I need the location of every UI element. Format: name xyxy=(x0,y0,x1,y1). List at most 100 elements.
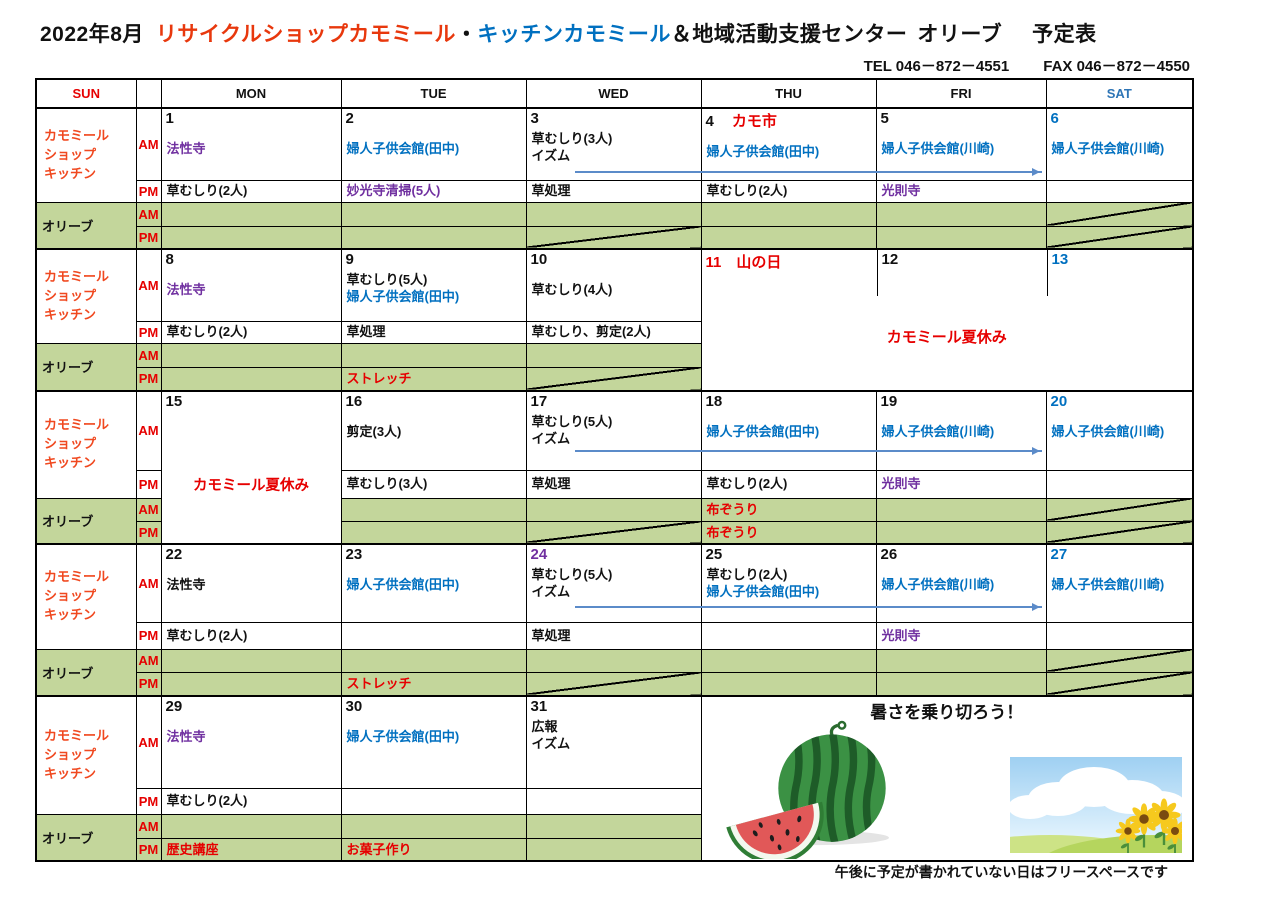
schedule-entry: お菓子作り xyxy=(346,841,412,857)
olive-slot-cell xyxy=(340,225,527,250)
schedule-entry: イズム xyxy=(531,148,571,164)
am-label: AM xyxy=(135,813,162,839)
row-label-olive: オリーブ xyxy=(35,342,137,392)
calendar-day-cell: 16 剪定(3人) xyxy=(340,390,527,471)
schedule-entry: 婦人子供会館(川崎) xyxy=(881,141,995,156)
schedule-entry: 草むしり(2人) xyxy=(706,567,788,582)
footer-note: 午後に予定が書かれていない日はフリースペースです xyxy=(834,864,1168,880)
olive-slot-cell xyxy=(340,342,527,368)
calendar-slot-cell: 草処理 xyxy=(340,320,527,344)
continuation-arrow xyxy=(575,447,1042,455)
am-label: AM xyxy=(135,390,162,471)
am-label: AM xyxy=(135,248,162,322)
schedule-entry: 歴史講座 xyxy=(166,841,219,857)
pm-label: PM xyxy=(135,837,162,862)
calendar-slot-cell xyxy=(1045,179,1194,203)
schedule-entry: 草むしり(2人) xyxy=(166,627,248,643)
schedule-entry: 法性寺 xyxy=(166,282,206,297)
date-number: 6 xyxy=(1050,110,1059,127)
calendar-slot-cell: 草むしり(2人) xyxy=(160,179,342,203)
schedule-entry: 草むしり(2人) xyxy=(166,183,248,199)
page-title: 2022年8月 リサイクルショップカモミール・キッチンカモミール＆地域活動支援セン… xyxy=(40,18,1097,48)
schedule-calendar: SUN MON TUE WED THU FRI SAT カモミール ショップ キッチン AM 1 法性寺… xyxy=(35,78,1194,862)
olive-slot-cell xyxy=(160,648,342,673)
calendar-slot-cell: 草むしり(2人) xyxy=(160,621,342,650)
am-label: AM xyxy=(135,201,162,227)
title-doc-type: 予定表 xyxy=(1032,23,1097,46)
schedule-entry: 婦人子供会館(田中) xyxy=(346,729,460,744)
calendar-day-cell: 26 婦人子供会館(川崎) xyxy=(875,543,1047,623)
title-center-name: ＆地域活動支援センター xyxy=(670,23,908,46)
calendar-slot-cell: 光則寺 xyxy=(875,469,1047,499)
schedule-entry: 草むしり(2人) xyxy=(166,793,248,809)
schedule-entry: 草むしり、剪定(2人) xyxy=(531,324,651,340)
weekday-header-spacer xyxy=(135,78,162,109)
calendar-slot-cell xyxy=(700,621,877,650)
schedule-entry: 草むしり(3人) xyxy=(531,131,613,146)
schedule-entry: ストレッチ xyxy=(346,676,412,692)
continuation-arrow xyxy=(575,603,1042,611)
pm-label: PM xyxy=(135,179,162,203)
calendar-slot-cell: 妙光寺清掃(5人) xyxy=(340,179,527,203)
calendar-slot-cell: 草処理 xyxy=(525,469,702,499)
calendar-day-cell: 2 婦人子供会館(田中) xyxy=(340,107,527,181)
olive-slot-cell xyxy=(1045,497,1194,522)
schedule-entry: 婦人子供会館(田中) xyxy=(346,577,460,592)
schedule-entry: 婦人子供会館(田中) xyxy=(706,584,820,600)
calendar-slot-cell xyxy=(340,621,527,650)
date-number: 30 xyxy=(345,698,363,715)
pm-label: PM xyxy=(135,225,162,250)
calendar-day-cell: 22 法性寺 xyxy=(160,543,342,623)
weekday-header-fri: FRI xyxy=(875,78,1047,109)
am-label: AM xyxy=(135,497,162,522)
olive-slot-cell xyxy=(160,671,342,697)
date-number: 9 xyxy=(345,251,354,268)
olive-slot-cell xyxy=(1045,648,1194,673)
olive-slot-cell xyxy=(1045,225,1194,250)
calendar-day-cell: 10 草むしり(4人) xyxy=(525,248,702,322)
calendar-slot-cell: 草むしり(2人) xyxy=(700,179,877,203)
contact-info: TEL 046－872－4551 FAX 046－872－4550 xyxy=(864,55,1190,76)
date-number: 11 山の日 xyxy=(705,254,782,271)
olive-slot-cell xyxy=(525,671,702,697)
calendar-slot-cell: 光則寺 xyxy=(875,179,1047,203)
date-number: 23 xyxy=(345,546,363,563)
calendar-day-cell: 6 婦人子供会館(川崎) xyxy=(1045,107,1194,181)
olive-slot-cell xyxy=(1045,671,1194,697)
calendar-slot-cell xyxy=(340,787,527,815)
olive-slot-cell: 布ぞうり xyxy=(700,520,877,545)
olive-slot-cell xyxy=(1045,201,1194,227)
title-separator: ・ xyxy=(455,23,478,46)
vacation-note: カモミール夏休み xyxy=(193,478,309,494)
weekday-header-tue: TUE xyxy=(340,78,527,109)
calendar-slot-cell: 草むしり、剪定(2人) xyxy=(525,320,702,344)
olive-slot-cell xyxy=(875,671,1047,697)
schedule-entry: 婦人子供会館(川崎) xyxy=(1051,577,1165,592)
calendar-slot-cell xyxy=(1045,469,1194,499)
calendar-slot-cell: 草処理 xyxy=(525,179,702,203)
calendar-slot-cell xyxy=(1045,621,1194,650)
row-label-olive: オリーブ xyxy=(35,497,137,545)
olive-slot-cell xyxy=(875,648,1047,673)
schedule-entry: 布ぞうり xyxy=(706,501,759,517)
weekday-header-thu: THU xyxy=(700,78,877,109)
schedule-entry: 草むしり(2人) xyxy=(166,324,248,340)
olive-slot-cell xyxy=(160,813,342,839)
schedule-entry: 草むしり(5人) xyxy=(346,272,428,287)
olive-slot-cell xyxy=(160,225,342,250)
calendar-day-cell: 23 婦人子供会館(田中) xyxy=(340,543,527,623)
date-number: 31 xyxy=(530,698,548,715)
pm-label: PM xyxy=(135,621,162,650)
olive-slot-cell xyxy=(340,201,527,227)
olive-slot-cell xyxy=(700,225,877,250)
column-separator xyxy=(876,251,878,296)
am-label: AM xyxy=(135,543,162,623)
schedule-entry: 剪定(3人) xyxy=(346,424,402,439)
olive-slot-cell: お菓子作り xyxy=(340,837,527,862)
olive-slot-cell xyxy=(525,366,702,392)
olive-slot-cell xyxy=(340,648,527,673)
olive-slot-cell xyxy=(525,520,702,545)
row-label-camomile: カモミール ショップ キッチン xyxy=(35,248,137,344)
vacation-merged-cell: 11 山の日 12 13 カモミール夏休み xyxy=(700,248,1194,392)
olive-slot-cell xyxy=(340,813,527,839)
